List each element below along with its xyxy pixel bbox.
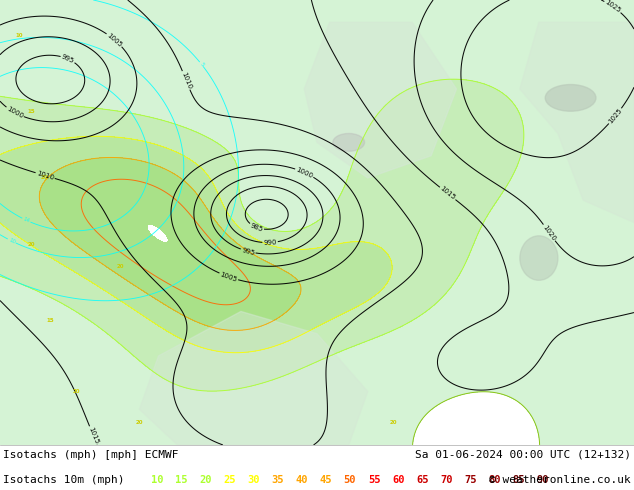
Polygon shape	[520, 22, 634, 222]
Text: 20: 20	[136, 420, 143, 425]
Text: 995: 995	[241, 247, 256, 256]
Text: 1000: 1000	[6, 106, 24, 120]
Text: 70: 70	[440, 475, 453, 485]
Text: 10: 10	[151, 475, 164, 485]
Ellipse shape	[333, 133, 365, 151]
Text: 1000: 1000	[295, 166, 314, 179]
Text: 60: 60	[392, 475, 404, 485]
Text: 1020: 1020	[541, 223, 557, 242]
Text: 90: 90	[536, 475, 549, 485]
Text: 15: 15	[47, 318, 55, 323]
Text: 40: 40	[295, 475, 308, 485]
Text: 50: 50	[344, 475, 356, 485]
Text: 1005: 1005	[219, 271, 238, 283]
Text: 20: 20	[72, 389, 80, 394]
Text: 20: 20	[117, 265, 124, 270]
Ellipse shape	[545, 85, 596, 111]
Text: 20: 20	[389, 420, 397, 425]
Text: 20: 20	[41, 175, 48, 180]
Text: 1025: 1025	[604, 0, 622, 14]
Text: 15: 15	[175, 475, 188, 485]
Text: 985: 985	[249, 222, 264, 233]
Text: 35: 35	[271, 475, 284, 485]
Text: 1025: 1025	[607, 107, 623, 125]
Text: 65: 65	[416, 475, 429, 485]
Text: 10: 10	[15, 33, 23, 38]
Polygon shape	[304, 22, 456, 178]
Polygon shape	[139, 312, 368, 445]
Text: 75: 75	[464, 475, 477, 485]
Text: 55: 55	[368, 475, 380, 485]
Text: 10: 10	[8, 237, 16, 245]
Text: 1015: 1015	[87, 426, 100, 445]
Text: 14: 14	[22, 217, 30, 224]
Text: 20: 20	[28, 242, 36, 247]
Text: 5: 5	[198, 61, 205, 67]
Text: 30: 30	[247, 475, 260, 485]
Text: © weatheronline.co.uk: © weatheronline.co.uk	[489, 475, 631, 485]
Text: 80: 80	[488, 475, 501, 485]
Text: 25: 25	[223, 475, 236, 485]
Text: Isotachs 10m (mph): Isotachs 10m (mph)	[3, 475, 125, 485]
Text: 995: 995	[60, 53, 75, 64]
Text: 85: 85	[512, 475, 525, 485]
Ellipse shape	[520, 236, 558, 280]
Text: 45: 45	[320, 475, 332, 485]
Text: 1005: 1005	[106, 32, 123, 48]
Text: 1010: 1010	[36, 170, 55, 181]
Text: 1015: 1015	[439, 186, 456, 201]
Text: 1010: 1010	[180, 71, 192, 90]
Text: 990: 990	[263, 239, 277, 246]
Text: 20: 20	[199, 475, 212, 485]
Text: 15: 15	[28, 109, 36, 114]
Text: Isotachs (mph) [mph] ECMWF: Isotachs (mph) [mph] ECMWF	[3, 450, 179, 460]
Text: Sa 01-06-2024 00:00 UTC (12+132): Sa 01-06-2024 00:00 UTC (12+132)	[415, 450, 631, 460]
